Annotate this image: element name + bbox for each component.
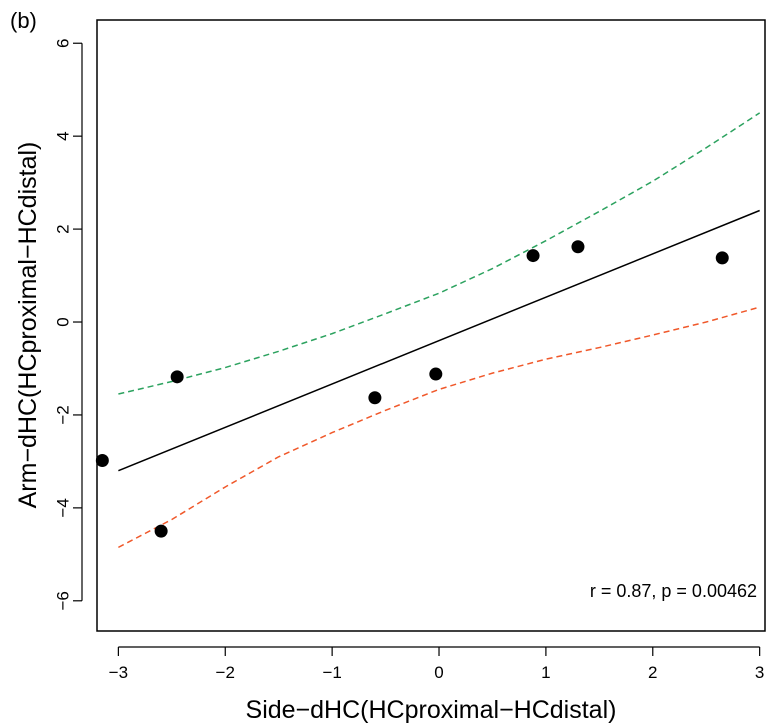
y-tick-label: 6	[53, 38, 72, 47]
panel-label: (b)	[10, 8, 37, 33]
x-tick-label: 3	[755, 663, 764, 682]
lower-confidence-band	[118, 306, 760, 549]
regression-line	[118, 209, 760, 472]
y-tick-label: 4	[53, 131, 72, 140]
data-point	[526, 249, 540, 263]
x-tick-label: −1	[322, 663, 341, 682]
data-point	[368, 391, 382, 405]
confidence-bands	[118, 112, 761, 549]
data-point	[170, 370, 184, 384]
data-point	[95, 453, 109, 467]
y-axis-label: Arm−dHC(HCproximal−HCdistal)	[14, 142, 42, 509]
x-axis-label: Side−dHC(HCproximal−HCdistal)	[246, 696, 617, 724]
upper-confidence-band	[118, 112, 761, 395]
correlation-annotation: r = 0.87, p = 0.00462	[590, 581, 757, 601]
data-point	[715, 251, 729, 265]
plot-frame	[96, 19, 766, 632]
x-tick-label: 2	[648, 663, 657, 682]
y-axis: −6 −4 −2 0 2 4 6	[53, 38, 83, 610]
regression-line-group	[118, 209, 760, 472]
y-tick-label: 0	[53, 317, 72, 326]
x-tick-label: 0	[434, 663, 443, 682]
x-axis: −3 −2 −1 0 1 2 3	[109, 646, 764, 682]
x-tick-label: 1	[541, 663, 550, 682]
y-tick-label: −6	[53, 591, 72, 610]
data-points	[95, 240, 729, 538]
x-tick-label: −3	[109, 663, 128, 682]
x-tick-label: −2	[216, 663, 235, 682]
data-point	[154, 524, 168, 538]
y-tick-label: 2	[53, 224, 72, 233]
y-tick-label: −2	[53, 405, 72, 424]
y-tick-label: −4	[53, 498, 72, 517]
data-point	[429, 367, 443, 381]
data-point	[571, 240, 585, 254]
